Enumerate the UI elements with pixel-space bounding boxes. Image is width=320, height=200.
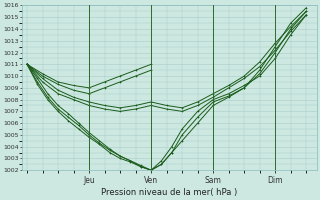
X-axis label: Pression niveau de la mer( hPa ): Pression niveau de la mer( hPa ) bbox=[101, 188, 237, 197]
